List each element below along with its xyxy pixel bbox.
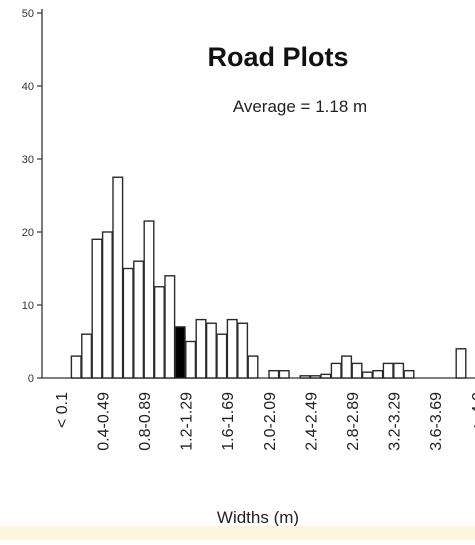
x-tick-label: > 4.0 [470,392,475,428]
x-tick-label: 2.4-2.49 [303,392,320,451]
bar [164,275,176,379]
bar [226,318,238,379]
bar [455,348,467,379]
x-tick-label: 1.2-1.29 [179,392,196,451]
bar [320,373,332,379]
bar [341,355,353,379]
bar [153,286,165,379]
bar [237,322,249,379]
bar [185,340,197,379]
bar [247,355,259,379]
bar [351,362,363,379]
bar [133,260,145,379]
x-tick-label: 3.6-3.69 [428,392,445,451]
x-tick-labels: < 0.1 0.4-0.49 0.8-0.89 1.2-1.29 1.6-1.69 2.0… [54,392,475,451]
bar [101,231,113,379]
bar [70,355,82,379]
bar [91,238,103,379]
bar [112,176,124,379]
bottom-band [0,526,475,540]
y-ticks: 0 10 20 30 40 50 [22,8,42,385]
bar [382,362,394,379]
bar [330,362,342,379]
y-tick-label: 10 [22,300,34,312]
bar [393,362,405,379]
bar [309,375,321,379]
bar [278,370,290,379]
x-tick-label: 1.6-1.69 [220,392,237,451]
x-axis-label: Widths (m) [217,508,299,527]
y-tick-label: 0 [28,373,34,385]
bar [143,220,155,379]
x-tick-label: 2.8-2.89 [345,392,362,451]
x-tick-label: 0.4-0.49 [95,392,112,451]
bar-highlighted [174,326,186,379]
bar [81,333,93,379]
chart-title: Road Plots [207,42,348,72]
x-tick-label: < 0.1 [54,392,71,428]
y-tick-label: 30 [22,154,34,166]
bars [70,176,467,379]
x-tick-label: 3.2-3.29 [387,392,404,451]
y-tick-label: 50 [22,8,34,20]
bar [403,370,415,379]
x-tick-label: 2.0-2.09 [262,392,279,451]
bar [268,370,280,379]
bar [299,375,311,379]
x-tick-label: 0.8-0.89 [137,392,154,451]
bar [216,333,228,379]
bar [195,318,207,379]
y-tick-label: 40 [22,81,34,93]
bar [122,267,134,379]
bar [205,322,217,379]
bar [361,371,373,379]
bar [372,370,384,379]
y-tick-label: 20 [22,227,34,239]
chart-subtitle: Average = 1.18 m [233,97,367,116]
